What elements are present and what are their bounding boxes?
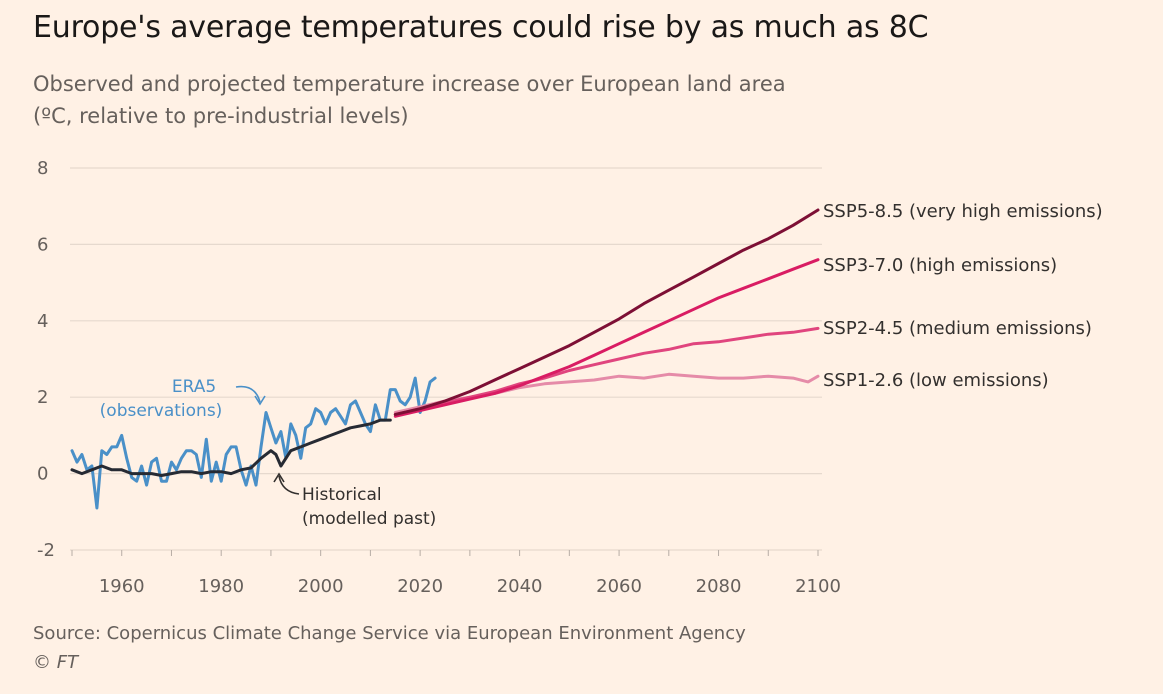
era5-annotation-sub: (observations) (100, 401, 223, 421)
x-tick-label: 2100 (795, 576, 841, 597)
x-tick-label: 1960 (99, 576, 145, 597)
subtitle-line-2: (ºC, relative to pre-industrial levels) (33, 104, 409, 128)
series-labels: SSP5-8.5 (very high emissions) SSP3-7.0 (… (823, 201, 1103, 391)
annotations: ERA5 (observations) Historical (modelled pa… (100, 377, 437, 529)
x-tick-label: 2060 (596, 576, 642, 597)
series-line-1 (70, 418, 392, 477)
y-tick-label: 8 (37, 158, 48, 179)
series-end-label: SSP3-7.0 (high emissions) (823, 255, 1057, 276)
x-tick-label: 2040 (497, 576, 543, 597)
y-tick-label: 4 (37, 311, 48, 332)
chart-footer: Source: Copernicus Climate Change Servic… (33, 619, 746, 677)
x-tick-label: 1980 (198, 576, 244, 597)
series-line-4 (393, 258, 820, 418)
x-tick-label: 2020 (397, 576, 443, 597)
historical-arrow (278, 475, 300, 495)
x-axis: 1960 1980 2000 2020 2040 2060 2080 2100 (71, 550, 841, 597)
series-line-5 (393, 208, 820, 416)
series-end-label: SSP5-8.5 (very high emissions) (823, 201, 1103, 222)
series-lines (70, 208, 820, 510)
y-tick-label: 0 (37, 464, 48, 485)
historical-annotation: Historical (302, 485, 382, 505)
historical-annotation-sub: (modelled past) (302, 509, 436, 529)
series-end-label: SSP1-2.6 (low emissions) (823, 370, 1049, 391)
chart-subtitle: Observed and projected temperature incre… (33, 68, 786, 132)
era5-arrow (235, 385, 261, 403)
historical-arrowhead (273, 472, 285, 483)
subtitle-line-1: Observed and projected temperature incre… (33, 72, 786, 96)
chart-title: Europe's average temperatures could rise… (33, 10, 929, 45)
copyright-note: © FT (33, 652, 79, 673)
series-end-label: SSP2-4.5 (medium emissions) (823, 318, 1092, 339)
grid-lines (70, 167, 822, 551)
y-tick-label: 2 (37, 387, 48, 408)
era5-annotation: ERA5 (172, 377, 216, 397)
series-line-0 (70, 376, 437, 510)
x-tick-label: 2000 (298, 576, 344, 597)
source-note: Source: Copernicus Climate Change Servic… (33, 623, 746, 644)
y-tick-label: -2 (37, 540, 55, 561)
y-axis: 8 6 4 2 0 -2 (37, 158, 55, 561)
x-tick-label: 2080 (696, 576, 742, 597)
series-line-2 (393, 372, 820, 414)
series-line-3 (393, 326, 820, 416)
y-tick-label: 6 (37, 234, 48, 255)
era5-arrowhead (254, 395, 266, 406)
